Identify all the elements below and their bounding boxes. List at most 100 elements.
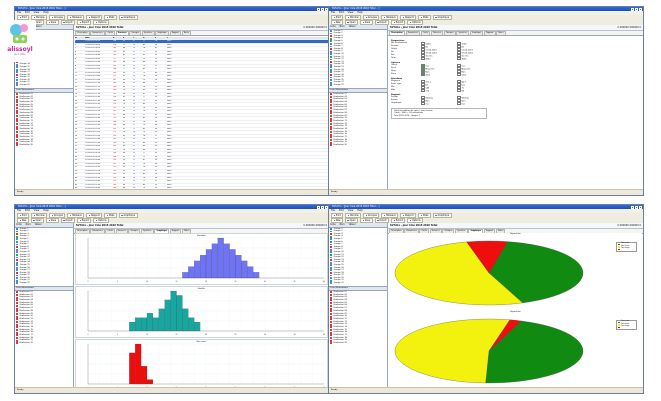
list-item[interactable]: Réalisation 19 [15, 141, 73, 144]
tree-item[interactable]: Groupe 13 [329, 61, 387, 64]
list-item[interactable]: Réalisation 14 [15, 128, 73, 131]
list-item[interactable]: Réalisation 01 [329, 93, 387, 96]
table-row[interactable]: 34 11.06.2015 14:30 168 81 20 72 39 3600 [75, 156, 328, 160]
list-item[interactable]: Réalisation 06 [15, 106, 73, 109]
list-item[interactable]: Réalisation 08 [329, 310, 387, 313]
new-button[interactable]: New [331, 19, 343, 26]
tree-item[interactable]: Groupe 15 [15, 264, 73, 267]
tree-item[interactable]: Groupe 11 [15, 254, 73, 257]
tree-item[interactable]: Groupe 21 [15, 81, 73, 84]
list-item[interactable]: Réalisation 05 [329, 104, 387, 107]
list-item[interactable]: Réalisation 08 [15, 310, 73, 313]
export-button[interactable]: Export [77, 19, 92, 26]
tree-item[interactable]: Groupe 12 [329, 58, 387, 61]
tree-item[interactable]: Groupe 15 [329, 264, 387, 267]
import-button[interactable]: Import [60, 19, 76, 26]
list-item[interactable]: Réalisation 13 [15, 323, 73, 326]
tree-item[interactable]: Groupe 9 [15, 248, 73, 251]
import-button[interactable]: Import [60, 217, 76, 224]
tree-item[interactable]: Groupe 12 [15, 256, 73, 259]
tree-item[interactable]: Groupe 10 [329, 251, 387, 254]
table-row[interactable]: 41 11.06.2015 15:40 173 77 30 71 37 3600 [75, 180, 328, 184]
list-item[interactable]: Réalisation 04 [329, 299, 387, 302]
open-button[interactable]: Open [344, 19, 358, 26]
list-item[interactable]: Réalisation 06 [15, 304, 73, 307]
list-item[interactable]: Réalisation 06 [329, 106, 387, 109]
import-button[interactable]: Import [374, 217, 390, 224]
tree-item[interactable]: Groupe 8 [15, 246, 73, 249]
form-value-secondary[interactable]: 3600 [457, 56, 491, 61]
list-item[interactable]: Réalisation 08 [329, 112, 387, 115]
tab-5[interactable]: Synthèse [140, 229, 154, 233]
form-value[interactable]: 3600 [421, 56, 455, 61]
tree-item[interactable]: Groupe 14 [15, 63, 73, 66]
table-row[interactable]: 32 11.06.2015 14:10 175 74 28 84 27 3600 [75, 149, 328, 153]
table-row[interactable]: 2 11.06.2015 09:10 176 72 24 80 36 3600 [75, 44, 328, 48]
menu-view[interactable]: View [347, 11, 354, 14]
column-header[interactable]: A [113, 36, 115, 39]
column-header[interactable]: F [167, 36, 169, 39]
list-item[interactable]: Réalisation 03 [329, 296, 387, 299]
chart-button[interactable]: Graphique [118, 212, 138, 219]
save-button[interactable]: Save [360, 217, 373, 224]
table-row[interactable]: 38 11.06.2015 15:10 152 93 29 70 41 3600 [75, 170, 328, 174]
tree-item[interactable]: Groupe 18 [15, 272, 73, 275]
table-row[interactable]: 22 11.06.2015 12:30 157 88 25 71 41 3600 [75, 114, 328, 118]
table-row[interactable]: 13 11.06.2015 11:00 161 85 20 84 37 3600 [75, 82, 328, 86]
list-item[interactable]: Réalisation 13 [329, 125, 387, 128]
tree-header-cell[interactable]: Code [330, 223, 336, 226]
list-item[interactable]: Réalisation 20 [329, 342, 387, 345]
table-row[interactable]: 10 11.06.2015 10:30 159 90 21 73 40 3600 [75, 72, 328, 76]
table-row[interactable]: 23 11.06.2015 12:40 170 80 31 83 26 3600 [75, 117, 328, 121]
tree-item[interactable]: Groupe 6 [329, 241, 387, 244]
column-header[interactable]: N° [75, 36, 78, 39]
maximize-button[interactable] [321, 205, 324, 209]
tree-item[interactable]: Groupe 2 [15, 230, 73, 233]
tree-header-cell[interactable]: Nom [339, 223, 345, 226]
list-item[interactable]: Réalisation 17 [15, 334, 73, 337]
list-item[interactable]: Réalisation 17 [329, 334, 387, 337]
form-value-secondary[interactable]: Total [457, 72, 491, 77]
list-item[interactable]: Réalisation 07 [329, 307, 387, 310]
export-button[interactable]: Export [391, 217, 406, 224]
list-item[interactable]: Réalisation 03 [15, 296, 73, 299]
table-row[interactable]: 29 11.06.2015 13:40 167 79 24 73 31 3600 [75, 138, 328, 142]
open-button[interactable]: Open [30, 217, 44, 224]
tree-item[interactable]: Groupe 19 [15, 76, 73, 79]
tree-item[interactable]: Groupe 9 [329, 50, 387, 53]
table-row[interactable]: 25 11.06.2015 13:00 164 84 27 70 38 3600 [75, 124, 328, 128]
list-item[interactable]: Réalisation 02 [329, 294, 387, 297]
table-row[interactable]: 26 11.06.2015 13:10 155 91 21 82 34 3600 [75, 128, 328, 132]
import-button[interactable]: Import [374, 19, 390, 26]
tab-6[interactable]: Graphique [468, 229, 484, 233]
checkbox[interactable] [457, 88, 461, 93]
list-item[interactable]: Réalisation 11 [15, 120, 73, 123]
checkbox[interactable] [421, 101, 425, 106]
tree-item[interactable]: Groupe 16 [15, 267, 73, 270]
table-row[interactable]: 19 11.06.2015 12:00 174 75 30 85 27 3600 [75, 103, 328, 107]
tree-item[interactable]: Groupe 12 [329, 256, 387, 259]
tables-button[interactable]: Tableaux [67, 14, 85, 21]
tree-item[interactable]: Groupe 2 [329, 32, 387, 35]
tree-item[interactable]: Groupe 14 [329, 63, 387, 66]
list-item[interactable]: Réalisation 10 [329, 117, 387, 120]
tree-item[interactable]: Groupe 21 [329, 81, 387, 84]
table-row[interactable]: 27 11.06.2015 13:20 172 76 29 75 29 3600 [75, 131, 328, 135]
tab-5[interactable]: Synthèse [454, 229, 468, 233]
tree-item[interactable]: Groupe 1 [329, 30, 387, 33]
tree-header-cell[interactable]: Valeur [34, 25, 42, 28]
tab-0[interactable]: Description [75, 31, 90, 35]
list-item[interactable]: Réalisation 09 [329, 115, 387, 118]
tab-8[interactable]: Notes [496, 31, 506, 35]
list-item[interactable]: Réalisation 18 [329, 337, 387, 340]
tab-6[interactable]: Graphique [154, 229, 170, 233]
tab-7[interactable]: Rapport [169, 31, 182, 35]
options-button[interactable]: Options [407, 217, 424, 224]
list-item[interactable]: Réalisation 15 [15, 329, 73, 332]
tab-8[interactable]: Notes [181, 31, 192, 35]
tree-item[interactable]: Groupe 9 [329, 248, 387, 251]
list-item[interactable]: Réalisation 15 [329, 131, 387, 134]
list-item[interactable]: Réalisation 19 [329, 141, 387, 144]
tab-2[interactable]: Outils [105, 31, 115, 35]
tree-header-cell[interactable]: Code [16, 223, 22, 226]
